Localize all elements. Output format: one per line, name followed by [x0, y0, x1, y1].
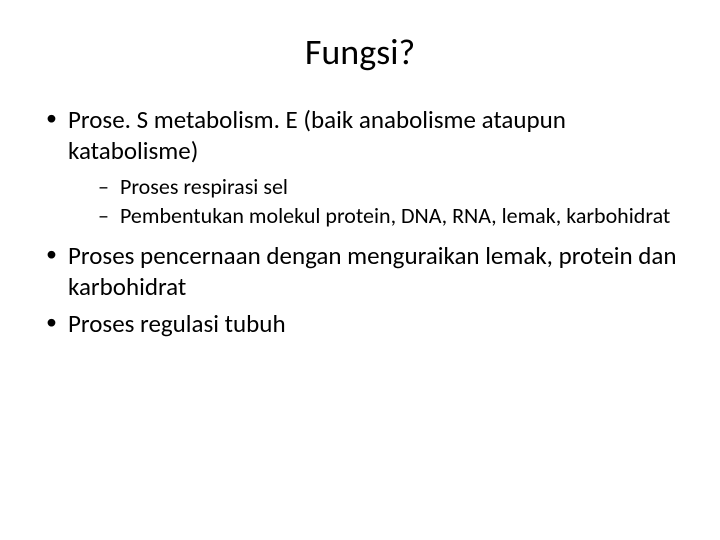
- bullet-item: Proses pencernaan dengan menguraikan lem…: [40, 240, 680, 303]
- bullet-list: Prose. S metabolism. E (baik anabolisme …: [40, 104, 680, 339]
- sub-bullet-text: Pembentukan molekul protein, DNA, RNA, l…: [120, 202, 670, 229]
- sub-bullet-item: Proses respirasi sel: [98, 173, 680, 201]
- bullet-text: Proses regulasi tubuh: [68, 308, 286, 339]
- bullet-text: Proses pencernaan dengan menguraikan lem…: [68, 240, 677, 302]
- sub-bullet-item: Pembentukan molekul protein, DNA, RNA, l…: [98, 202, 680, 230]
- sub-bullet-list: Proses respirasi sel Pembentukan molekul…: [68, 173, 680, 230]
- bullet-item: Prose. S metabolism. E (baik anabolisme …: [40, 104, 680, 230]
- bullet-item: Proses regulasi tubuh: [40, 308, 680, 339]
- slide-title: Fungsi?: [40, 30, 680, 74]
- bullet-text: Prose. S metabolism. E (baik anabolisme …: [68, 104, 566, 166]
- sub-bullet-text: Proses respirasi sel: [120, 173, 288, 200]
